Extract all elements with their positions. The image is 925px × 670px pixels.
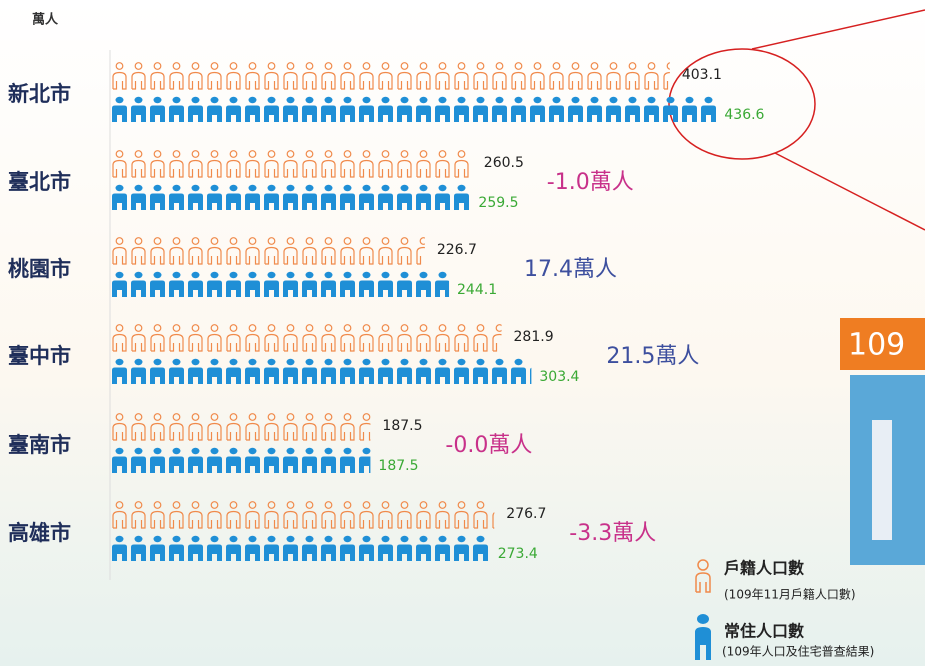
value-label: 303.4 <box>539 369 579 385</box>
value-label: 244.1 <box>457 282 497 298</box>
difference-label: -1.0萬人 <box>547 170 634 195</box>
value-label: 187.5 <box>382 418 422 434</box>
difference-label: 21.5萬人 <box>606 344 699 369</box>
value-label: 403.1 <box>682 67 722 83</box>
category-label: 臺北市 <box>8 170 71 194</box>
legend-note: (109年11月戶籍人口數) <box>724 587 856 602</box>
legend-label: 戶籍人口數 <box>724 559 804 578</box>
difference-label: -3.3萬人 <box>569 521 656 546</box>
registered-bar <box>110 237 425 265</box>
registered-bar <box>110 413 370 441</box>
registered-bar <box>110 62 670 90</box>
registered-bar <box>110 324 502 352</box>
value-label: 281.9 <box>514 329 554 345</box>
unit-label: 萬人 <box>32 12 59 28</box>
registered-bar <box>110 501 494 529</box>
value-label: 273.4 <box>498 546 538 562</box>
value-label: 226.7 <box>437 242 477 258</box>
chart: 109 萬人 戶籍人口數 (109年11月戶籍人口數) 常住人口數 (109年人… <box>0 0 925 666</box>
difference-label: -0.0萬人 <box>445 433 532 458</box>
registered-bar <box>110 150 472 178</box>
value-label: 276.7 <box>506 506 546 522</box>
difference-label: 17.4萬人 <box>524 257 617 282</box>
legend-icon <box>697 614 709 624</box>
value-label: 260.5 <box>484 155 524 171</box>
resident-bar <box>110 358 531 386</box>
legend-note: (109年人口及住宅普查結果) <box>722 644 874 659</box>
category-label: 桃園市 <box>8 257 71 281</box>
resident-bar <box>110 184 470 212</box>
category-label: 臺中市 <box>8 344 71 368</box>
value-label: 436.6 <box>724 107 764 123</box>
value-label: 259.5 <box>478 195 518 211</box>
category-label: 臺南市 <box>8 433 71 457</box>
category-label: 高雄市 <box>8 521 71 545</box>
legend-label: 常住人口數 <box>724 622 804 641</box>
poster-tower <box>872 420 892 540</box>
resident-bar <box>110 535 490 563</box>
value-label: 187.5 <box>378 458 418 474</box>
category-label: 新北市 <box>8 82 71 106</box>
resident-bar <box>110 271 449 299</box>
resident-bar <box>110 447 370 475</box>
banner-text: 109 <box>848 328 905 363</box>
resident-bar <box>110 96 716 124</box>
